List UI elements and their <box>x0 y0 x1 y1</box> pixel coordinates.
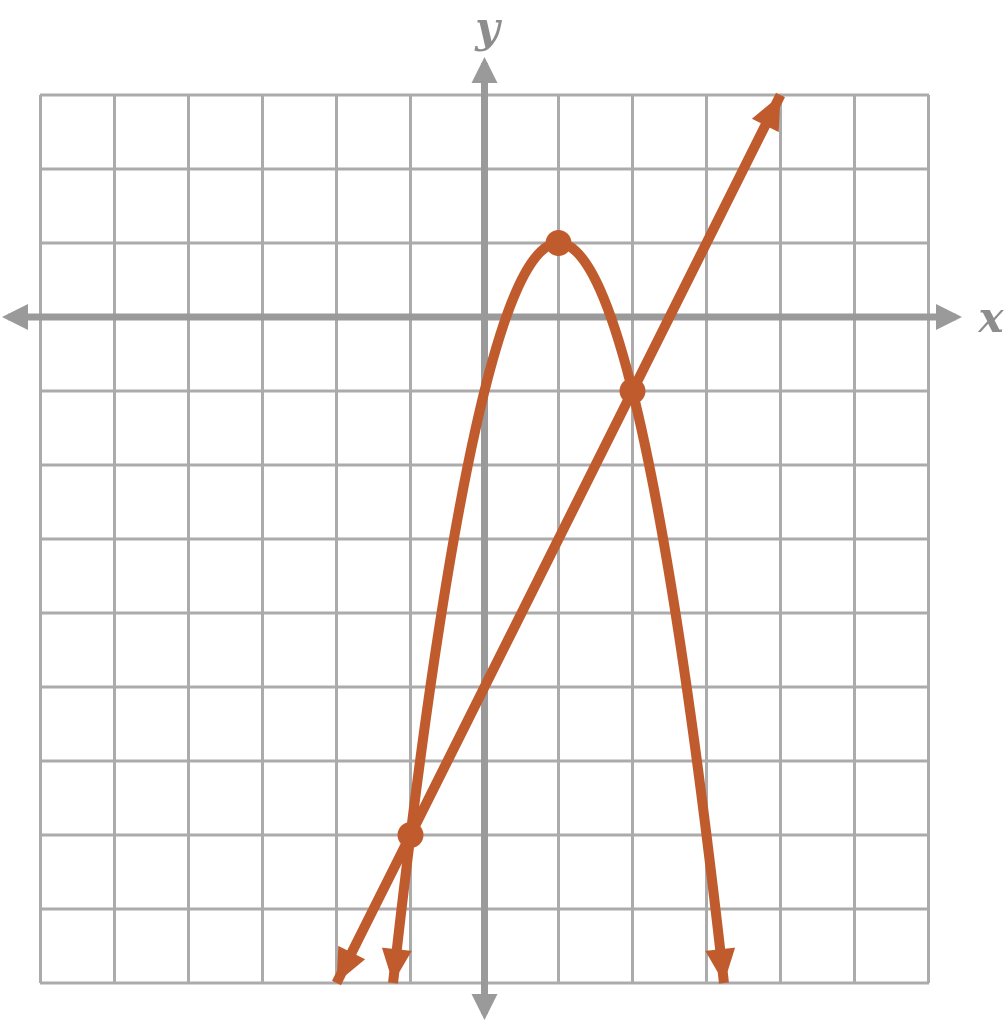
y-axis-bottom-arrow <box>471 994 498 1020</box>
line-start-arrow <box>336 945 366 983</box>
x-axis-left-arrow <box>2 304 28 330</box>
marked-points <box>397 230 646 848</box>
x-axis-right-arrow <box>936 304 962 330</box>
parabola-start-arrow <box>381 947 412 984</box>
y-axis-top-arrow <box>471 57 498 83</box>
marked-point <box>397 822 424 848</box>
line-end-arrow <box>751 95 781 133</box>
marked-point <box>619 378 646 404</box>
x-axis-label: x <box>977 293 1004 342</box>
y-axis-label: y <box>474 3 502 52</box>
axes <box>2 57 962 1020</box>
marked-point <box>545 230 572 256</box>
parabola-end-arrow <box>705 947 736 984</box>
